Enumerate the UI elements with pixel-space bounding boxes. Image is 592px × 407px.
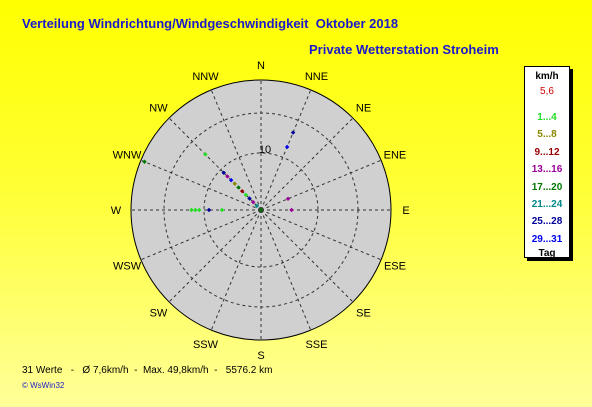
direction-label-ene: ENE [384,150,407,162]
spoke-sse [260,209,312,331]
legend-max-value: 5,6 [540,86,554,97]
direction-label-nne: NNE [305,71,328,83]
direction-label-nnw: NNW [192,71,219,83]
chart-title: Verteilung Windrichtung/Windgeschwindigk… [22,16,399,31]
legend-class-4: 17...20 [531,181,563,193]
legend-class-6: 25...28 [531,216,563,228]
copyright-note: © WsWin32 [22,381,65,390]
data-point-21 [258,207,264,213]
direction-label-w: W [111,205,122,217]
legend-classes: 1...4 5...8 9...12 13...16 17...20 21...24 25.… [525,109,569,248]
legend-unit: km/h [535,71,559,82]
spoke-se [260,209,354,303]
spoke-nnw [210,89,262,211]
data-point-7 [228,177,234,183]
legend-class-1: 5...8 [537,129,557,141]
spoke-ese [260,209,382,261]
direction-label-wsw: WSW [113,260,142,272]
direction-labels: N NNE NE ENE E ESE SE SSE S SSW SW WSW W WNW NW NNW [111,60,410,362]
range-ring-inner [203,152,319,268]
data-point-8 [225,174,230,179]
spoke-nne [260,89,312,211]
data-point-11 [142,159,147,164]
data-point-9 [221,170,226,175]
legend-class-0: 1...4 [537,112,557,123]
legend-tag: Tag [538,248,556,260]
data-point-18 [219,207,225,213]
direction-label-ssw: SSW [193,339,219,351]
direction-label-se: SE [356,308,371,320]
data-point-10 [203,152,208,157]
spoke-ne [260,117,354,211]
spoke-sw [168,209,262,303]
data-point-14 [197,207,202,213]
data-point-12 [284,144,290,150]
direction-label-e: E [402,205,409,217]
data-point-19 [289,207,294,213]
spoke-nw [168,117,262,211]
data-point-16 [193,207,198,213]
direction-label-ese: ESE [384,260,406,272]
direction-label-n: N [257,60,265,72]
data-point-0 [254,203,260,209]
legend-class-3: 13...16 [531,164,563,176]
direction-label-ne: NE [356,102,371,114]
station-name: Private Wetterstation Stroheim [309,42,499,57]
data-point-13 [290,130,296,135]
speed-legend: km/h 5,6 1...4 5...8 9...12 13...16 17...20 2… [524,66,570,260]
direction-label-sse: SSE [305,339,327,351]
wind-rose-chart: N NNE NE ENE E ESE SE SSE S SSW SW WSW W WNW NW NNW 10 [111,60,410,362]
summary-footer: 31 Werte - Ø 7,6km/h - Max. 49,8km/h - 5… [22,365,273,376]
spoke-ene [260,159,382,211]
direction-label-s: S [257,350,264,362]
data-point-2 [247,196,252,201]
spoke-wnw [140,159,262,211]
data-point-4 [239,188,245,194]
direction-spokes [131,80,391,340]
data-point-15 [189,207,194,213]
range-ring-outer [163,112,359,308]
spoke-wsw [140,209,262,261]
data-point-20 [285,196,291,202]
data-point-17 [206,207,212,213]
legend-class-7: 29...31 [531,233,563,245]
wind-data-points [142,130,296,213]
spoke-ssw [210,209,262,331]
legend-class-2: 9...12 [534,146,560,158]
data-point-6 [232,181,238,187]
data-point-1 [250,199,256,205]
data-point-3 [243,192,249,198]
direction-label-wnw: WNW [113,150,142,162]
data-point-5 [236,185,241,190]
direction-label-sw: SW [150,308,168,320]
radial-tick-label: 10 [259,144,271,156]
legend-class-5: 21...24 [531,198,563,210]
direction-label-nw: NW [149,102,168,114]
